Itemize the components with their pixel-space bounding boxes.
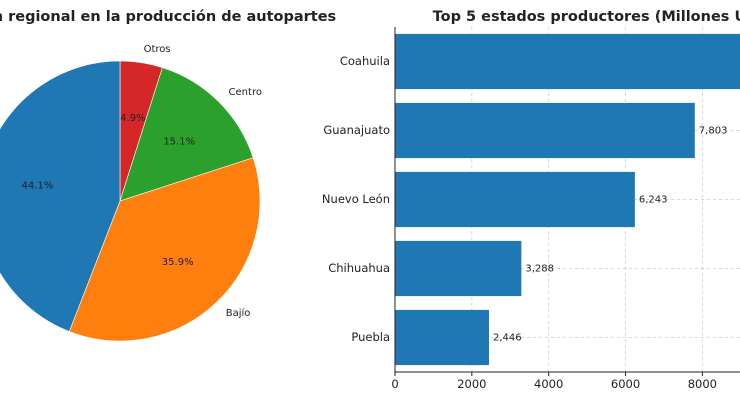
bar-value-label-guanajuato: 7,803: [699, 126, 728, 137]
bar-chart: Top 5 estados productores (Millones USD)…: [322, 9, 740, 391]
pie-chart-title: Distribución regional en la producción d…: [0, 9, 336, 25]
bar-category-label-puebla: Puebla: [351, 330, 390, 344]
bar-category-label-nuevo-leon: Nuevo León: [322, 192, 390, 206]
bar-guanajuato: [395, 102, 695, 159]
bar-nuevo-leon: [395, 171, 635, 228]
bar-x-tick-label: 0: [391, 377, 398, 391]
bar-chart-title: Top 5 estados productores (Millones USD): [433, 9, 740, 25]
pie-chart: Distribución regional en la producción d…: [0, 9, 336, 342]
bar-x-tick-label: 4000: [534, 377, 563, 391]
bar-category-label-guanajuato: Guanajuato: [323, 123, 390, 137]
bar-category-label-coahuila: Coahuila: [340, 54, 390, 68]
pie-percent-label-norte: 44.1%: [22, 181, 54, 192]
pie-slice-bajio: [68, 157, 261, 342]
bar-value-label-puebla: 2,446: [493, 333, 522, 344]
bar-category-label-chihuahua: Chihuahua: [328, 261, 390, 275]
pie-category-label-otros: Otros: [144, 44, 171, 55]
bar-x-tick-label: 6000: [611, 377, 640, 391]
pie-category-label-centro: Centro: [229, 87, 262, 98]
bar-value-label-nuevo-leon: 6,243: [639, 195, 668, 206]
pie-percent-label-otros: 4.9%: [120, 113, 145, 124]
bar-coahuila: [395, 33, 740, 90]
pie-slice-centro: [119, 67, 254, 202]
pie-category-label-bajio: Bajío: [226, 307, 251, 319]
pie-percent-label-bajio: 35.9%: [162, 257, 194, 268]
pie-percent-label-centro: 15.1%: [163, 136, 195, 147]
bar-x-tick-label: 2000: [457, 377, 486, 391]
bar-chihuahua: [395, 240, 522, 297]
bar-x-tick-label: 8000: [688, 377, 717, 391]
bar-value-label-chihuahua: 3,288: [525, 264, 554, 275]
pie-slice-norte: [0, 60, 121, 332]
bar-puebla: [395, 309, 489, 366]
